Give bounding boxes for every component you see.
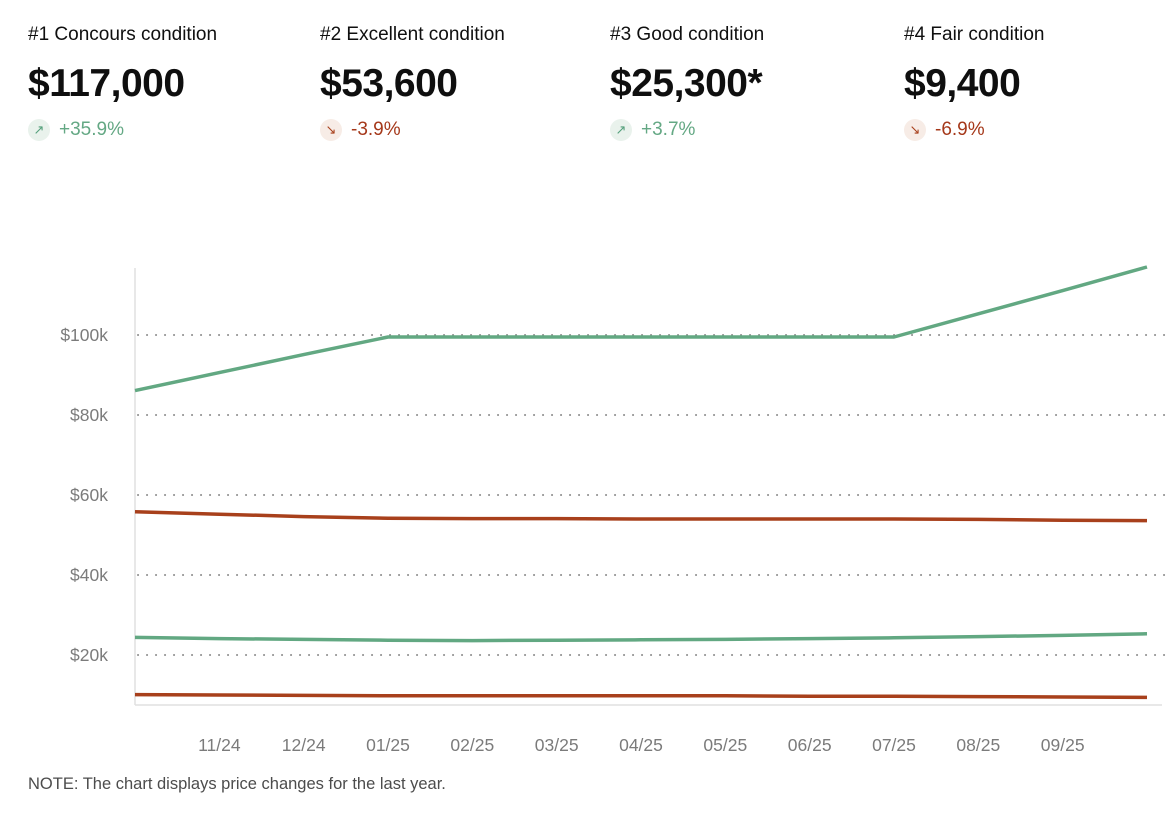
x-axis-label: 03/25 <box>535 735 579 755</box>
change-percent: +3.7% <box>641 118 696 140</box>
trend-down-icon: ↘ <box>904 118 926 141</box>
stat-card-value: $9,400 <box>904 61 1021 105</box>
stat-card-change: ↘ -6.9% <box>904 118 1044 141</box>
series-line-good <box>134 632 1148 643</box>
x-axis-label: 12/24 <box>282 735 326 755</box>
stat-card-title: #4 Fair condition <box>904 24 1045 45</box>
chart-note: NOTE: The chart displays price changes f… <box>28 775 446 793</box>
x-axis-label: 09/25 <box>1041 735 1085 755</box>
x-axis-label: 04/25 <box>619 735 663 755</box>
stat-card-title: #2 Excellent condition <box>320 24 505 45</box>
x-axis-label: 06/25 <box>788 735 832 755</box>
stat-card-value: $25,300* <box>610 61 763 105</box>
x-axis-label: 05/25 <box>703 735 747 755</box>
change-percent: -3.9% <box>351 118 401 140</box>
stat-card-value: $117,000 <box>28 61 185 105</box>
stat-card-title: #3 Good condition <box>610 24 765 45</box>
stat-card-value: $53,600 <box>320 61 458 105</box>
stat-card-title: #1 Concours condition <box>28 24 218 45</box>
x-axis-label: 01/25 <box>366 735 410 755</box>
trend-up-icon: ↗ <box>610 118 632 141</box>
x-axis-label: 11/24 <box>198 735 241 755</box>
change-percent: +35.9% <box>59 118 124 140</box>
x-axis-label: 08/25 <box>956 735 1000 755</box>
series-line-excellent <box>134 510 1148 523</box>
y-axis-label: $20k <box>70 645 108 665</box>
series-line-concours <box>134 265 1148 393</box>
trend-up-icon: ↗ <box>28 118 50 141</box>
stat-card-fair: #4 Fair condition $9,400 ↘ -6.9% <box>904 24 1044 141</box>
y-axis-label: $40k <box>70 565 108 585</box>
trend-down-icon: ↘ <box>320 118 342 141</box>
stat-card-good: #3 Good condition $25,300* ↗ +3.7% <box>610 24 764 141</box>
stat-card-excellent: #2 Excellent condition $53,600 ↘ -3.9% <box>320 24 505 141</box>
stat-card-change: ↗ +3.7% <box>610 118 764 141</box>
stat-card-concours: #1 Concours condition $117,000 ↗ +35.9% <box>28 24 217 141</box>
stats-row: #1 Concours condition $117,000 ↗ +35.9% … <box>0 0 1169 230</box>
x-axis-label: 07/25 <box>872 735 916 755</box>
stat-card-change: ↘ -3.9% <box>320 118 505 141</box>
series-line-fair <box>134 692 1148 700</box>
y-axis-label: $80k <box>70 405 108 425</box>
change-percent: -6.9% <box>935 118 985 140</box>
y-axis-label: $100k <box>60 325 108 345</box>
y-axis-label: $60k <box>70 485 108 505</box>
x-axis-label: 02/25 <box>450 735 494 755</box>
stat-card-change: ↗ +35.9% <box>28 118 217 141</box>
